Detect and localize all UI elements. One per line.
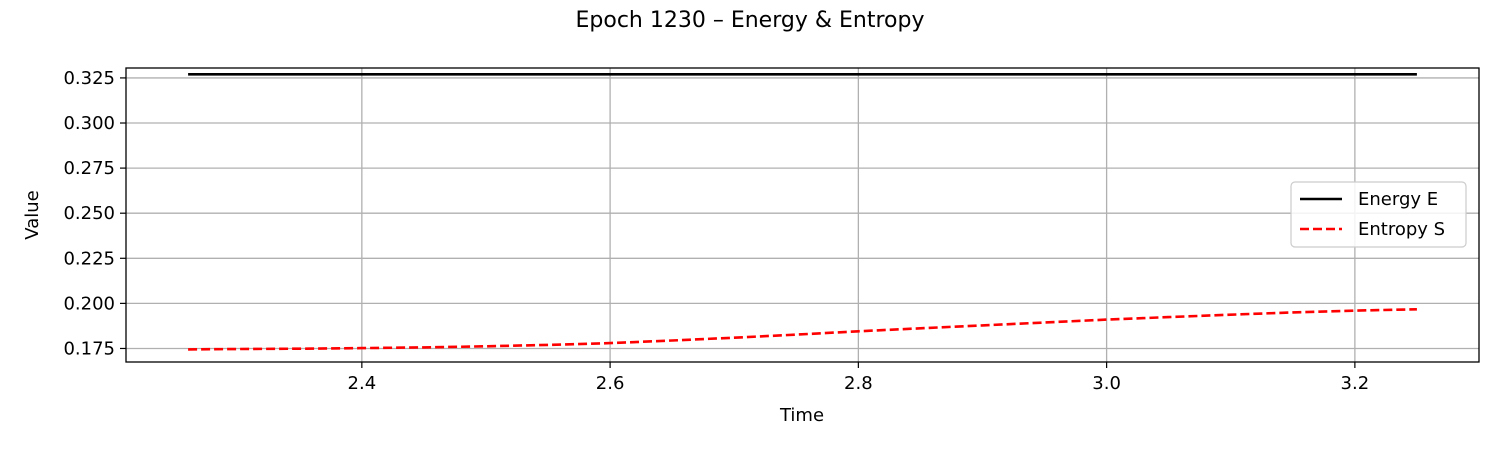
y-tick-label: 0.225	[63, 248, 115, 269]
grid	[126, 68, 1479, 362]
x-axis-title: Time	[779, 405, 824, 426]
legend: Energy E Entropy S	[1290, 181, 1467, 248]
x-tick-label: 3.0	[1092, 373, 1121, 394]
chart-title: Epoch 1230 – Energy & Entropy	[576, 8, 925, 33]
axis-ticks: 2.4 2.6 2.8 3.0 3.2 0.175 0.200 0.225 0.250 0.275…	[63, 68, 1369, 394]
x-tick-label: 2.4	[348, 373, 377, 394]
legend-label: Entropy S	[1358, 219, 1445, 240]
series-line-entropy	[188, 308, 1417, 351]
plot-series	[188, 73, 1417, 351]
x-tick-label: 2.8	[844, 373, 873, 394]
y-tick-label: 0.300	[63, 113, 115, 134]
y-axis-title: Value	[22, 190, 43, 239]
y-tick-label: 0.325	[63, 68, 115, 89]
plot-frame	[125, 67, 1480, 363]
y-tick-label: 0.175	[63, 338, 115, 359]
y-tick-label: 0.275	[63, 158, 115, 179]
y-tick-label: 0.250	[63, 203, 115, 224]
y-tick-label: 0.200	[63, 293, 115, 314]
x-tick-label: 3.2	[1341, 373, 1370, 394]
x-tick-label: 2.6	[596, 373, 625, 394]
legend-label: Energy E	[1358, 189, 1438, 210]
